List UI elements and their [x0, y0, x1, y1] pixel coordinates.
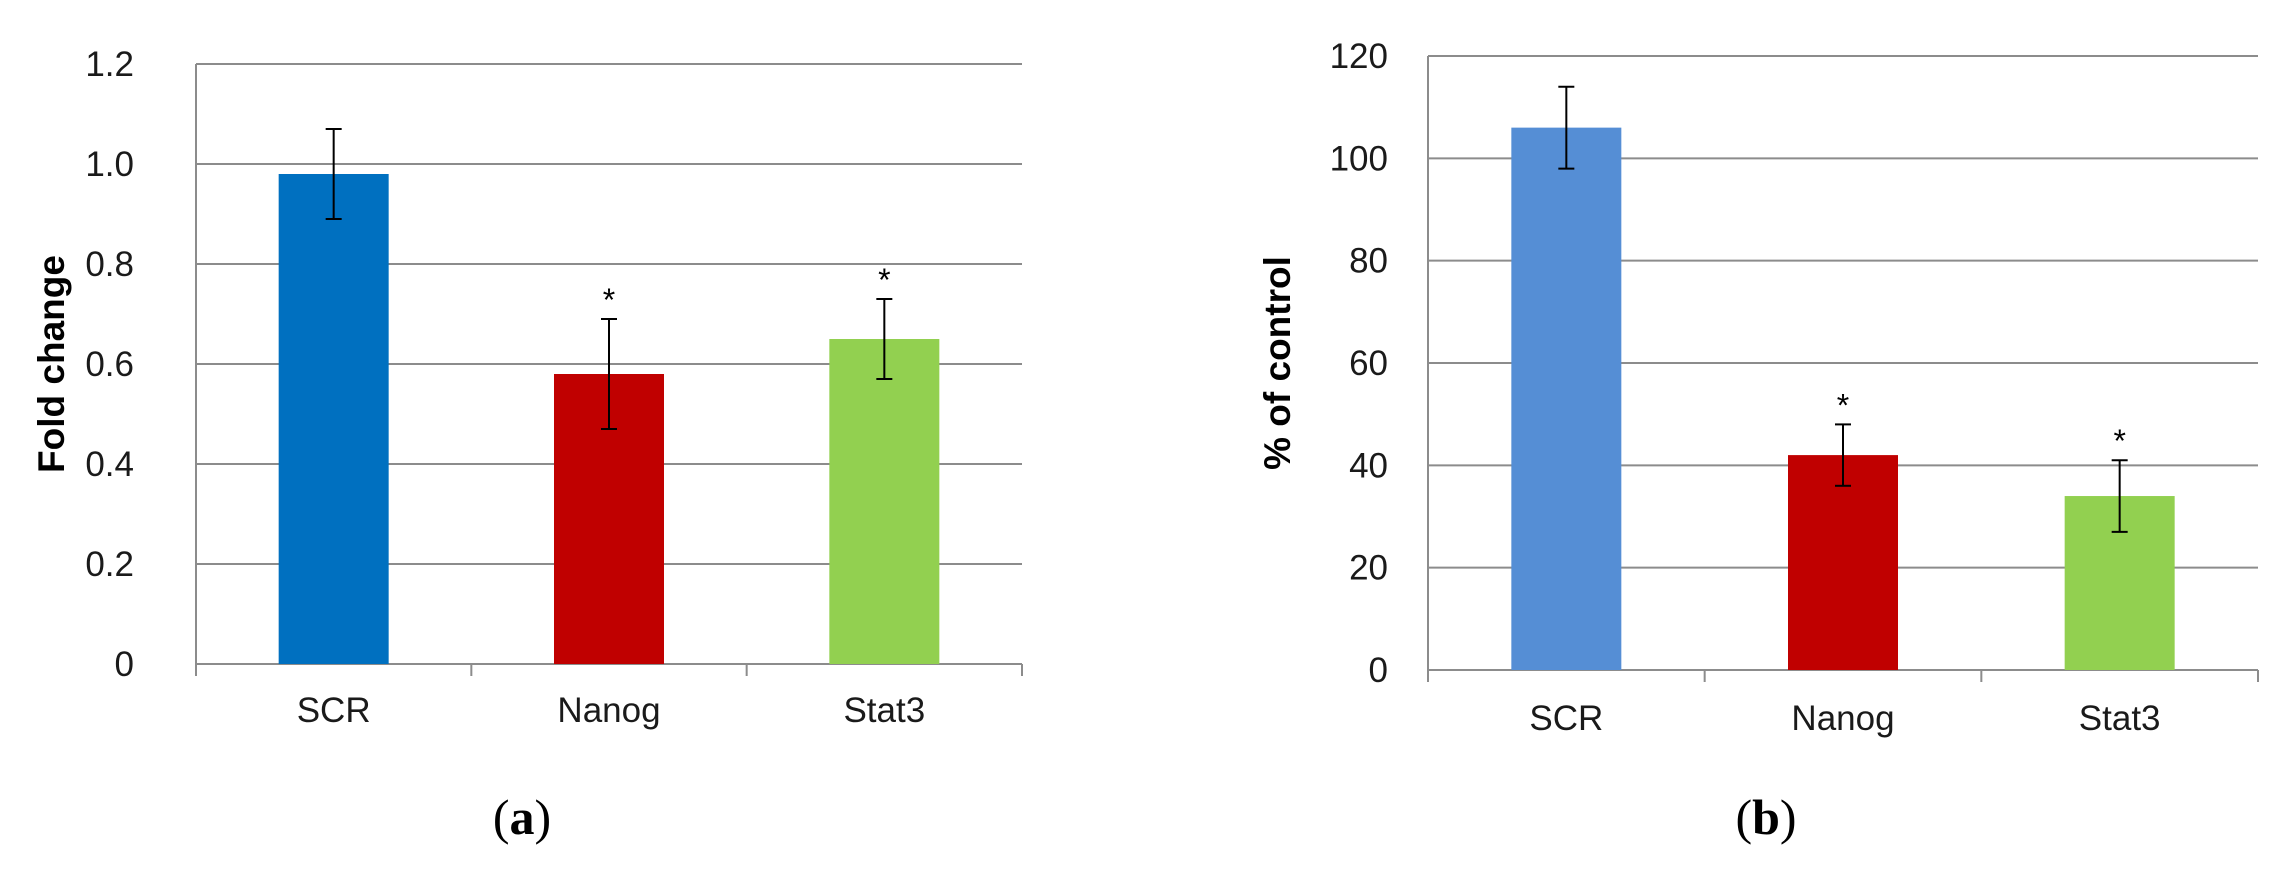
y-tick-label: 100 — [1330, 139, 1388, 178]
bar-nanog — [1788, 455, 1898, 670]
y-tick-label: 20 — [1349, 549, 1388, 588]
y-axis-title: Fold change — [31, 255, 72, 473]
significance-marker: * — [2113, 423, 2125, 459]
bar-stat3 — [829, 339, 940, 664]
panel-label: (a) — [493, 789, 551, 845]
y-tick-label: 0.6 — [85, 345, 134, 384]
error-bar — [1558, 85, 1575, 170]
error-bar — [2111, 459, 2128, 533]
y-tick-label: 40 — [1349, 446, 1388, 485]
y-tick-label: 120 — [1330, 37, 1388, 76]
significance-marker: * — [603, 282, 615, 318]
error-bar — [1835, 423, 1851, 487]
bar-scr — [1511, 127, 1622, 671]
significance-marker: * — [878, 262, 890, 298]
panel-a-chart: 0 0.2 0.4 0.6 0.8 1.0 1.2 SCR * Nanog * Stat3 Fold c… — [31, 45, 1023, 845]
y-axis-title: % of control — [1257, 256, 1298, 470]
x-tick-label: Nanog — [557, 691, 660, 730]
error-bar — [325, 128, 342, 220]
significance-marker: * — [1837, 387, 1849, 423]
x-tick-label: Nanog — [1791, 699, 1894, 738]
bar-scr — [278, 174, 389, 664]
y-tick-label: 0 — [1369, 651, 1388, 690]
y-tick-label: 80 — [1349, 242, 1388, 281]
x-tick-label: Stat3 — [2079, 699, 2161, 738]
y-tick-label: 0.8 — [85, 245, 134, 284]
y-tick-label: 0.4 — [85, 445, 134, 484]
y-tick-label: 1.2 — [85, 45, 134, 84]
y-tick-label: 0 — [115, 645, 134, 684]
error-bar — [601, 318, 617, 430]
panel-label: (b) — [1735, 789, 1796, 845]
y-tick-label: 1.0 — [85, 145, 134, 184]
error-bar — [876, 298, 893, 380]
panel-b-chart: 0 20 40 60 80 100 120 SCR * Nanog * Stat3 % of contr… — [1257, 37, 2259, 845]
x-tick-label: SCR — [1529, 699, 1603, 738]
x-tick-label: SCR — [297, 691, 371, 730]
y-tick-label: 0.2 — [85, 545, 134, 584]
y-tick-label: 60 — [1349, 344, 1388, 383]
x-tick-label: Stat3 — [843, 691, 925, 730]
